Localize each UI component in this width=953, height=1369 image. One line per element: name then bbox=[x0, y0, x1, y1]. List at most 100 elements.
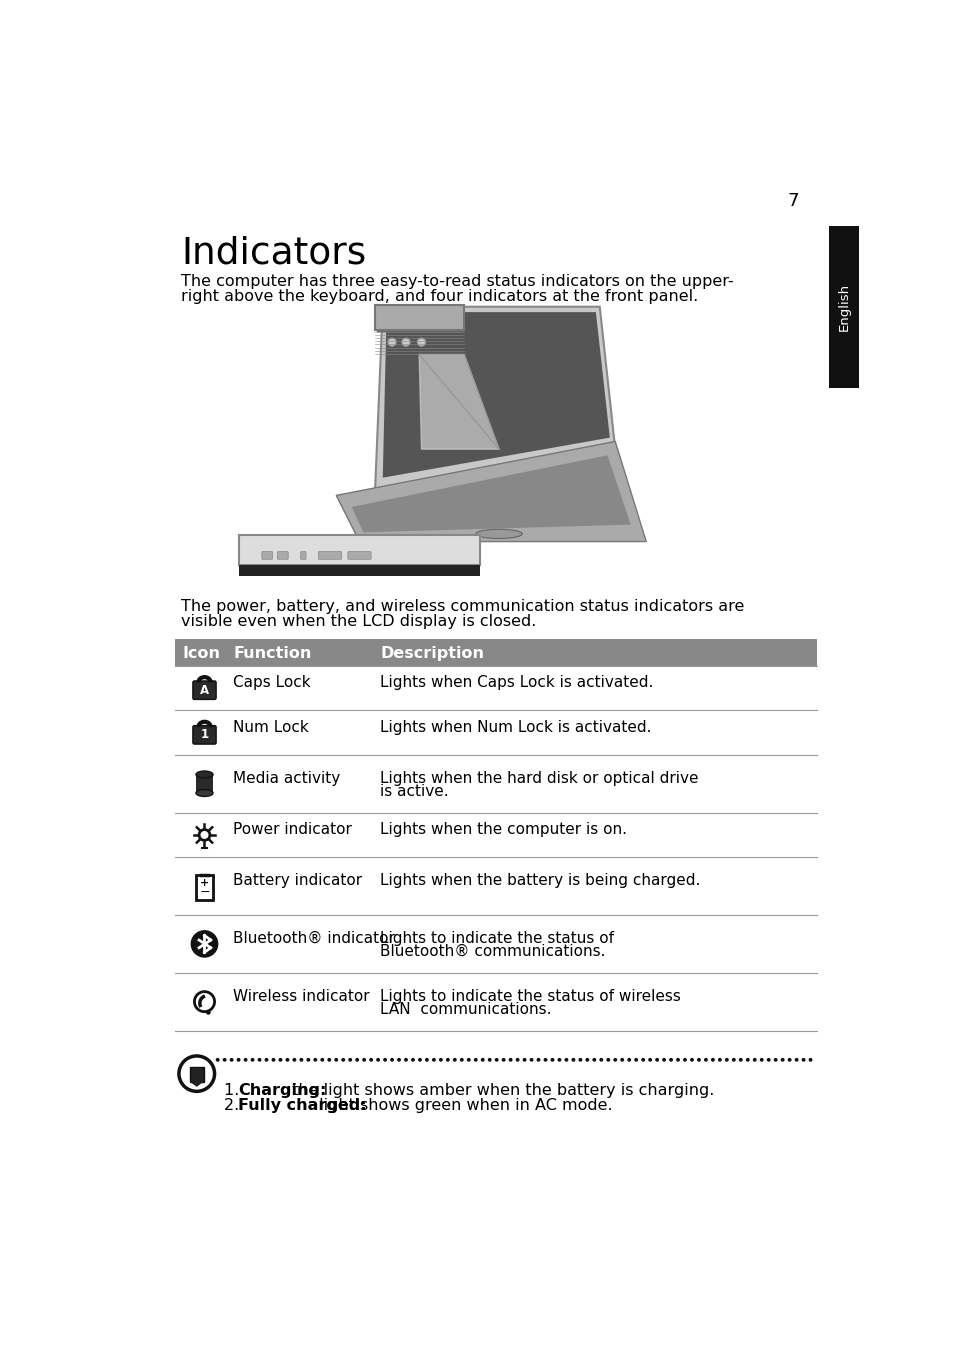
Circle shape bbox=[640, 1058, 644, 1062]
Text: Bluetooth® communications.: Bluetooth® communications. bbox=[380, 945, 605, 960]
Circle shape bbox=[780, 1058, 783, 1062]
Circle shape bbox=[536, 1058, 540, 1062]
Circle shape bbox=[243, 1058, 247, 1062]
Circle shape bbox=[264, 1058, 268, 1062]
Circle shape bbox=[293, 1058, 296, 1062]
Circle shape bbox=[278, 1058, 282, 1062]
Bar bbox=[828, 226, 858, 387]
Circle shape bbox=[192, 931, 217, 957]
FancyBboxPatch shape bbox=[239, 535, 479, 564]
Circle shape bbox=[676, 1058, 679, 1062]
Circle shape bbox=[438, 1058, 442, 1062]
Text: Caps Lock: Caps Lock bbox=[233, 675, 311, 690]
Text: Lights when Caps Lock is activated.: Lights when Caps Lock is activated. bbox=[380, 675, 653, 690]
Polygon shape bbox=[191, 1082, 203, 1086]
Circle shape bbox=[327, 1058, 331, 1062]
Ellipse shape bbox=[417, 338, 425, 346]
Text: Charging:: Charging: bbox=[237, 1083, 326, 1098]
Circle shape bbox=[334, 1058, 337, 1062]
Text: Function: Function bbox=[233, 646, 312, 661]
Circle shape bbox=[348, 1058, 352, 1062]
Circle shape bbox=[495, 1058, 498, 1062]
Text: Lights when Num Lock is activated.: Lights when Num Lock is activated. bbox=[380, 720, 651, 735]
Circle shape bbox=[794, 1058, 798, 1062]
Text: Media activity: Media activity bbox=[233, 771, 340, 786]
Circle shape bbox=[257, 1058, 261, 1062]
Circle shape bbox=[718, 1058, 721, 1062]
Bar bbox=[174, 639, 816, 665]
Ellipse shape bbox=[195, 790, 213, 797]
Circle shape bbox=[396, 1058, 400, 1062]
Circle shape bbox=[522, 1058, 526, 1062]
Circle shape bbox=[299, 1058, 303, 1062]
Text: The power, battery, and wireless communication status indicators are: The power, battery, and wireless communi… bbox=[181, 600, 744, 615]
Circle shape bbox=[341, 1058, 345, 1062]
Text: Description: Description bbox=[380, 646, 484, 661]
Circle shape bbox=[508, 1058, 512, 1062]
Circle shape bbox=[272, 1058, 275, 1062]
Ellipse shape bbox=[428, 318, 436, 323]
Circle shape bbox=[362, 1058, 366, 1062]
Text: Lights to indicate the status of: Lights to indicate the status of bbox=[380, 931, 614, 946]
FancyBboxPatch shape bbox=[190, 1066, 204, 1082]
Text: the light shows amber when the battery is charging.: the light shows amber when the battery i… bbox=[286, 1083, 713, 1098]
Circle shape bbox=[474, 1058, 477, 1062]
Circle shape bbox=[230, 1058, 233, 1062]
Circle shape bbox=[668, 1058, 672, 1062]
Circle shape bbox=[598, 1058, 602, 1062]
Circle shape bbox=[466, 1058, 470, 1062]
Circle shape bbox=[206, 1010, 211, 1014]
Circle shape bbox=[759, 1058, 762, 1062]
Text: Fully charged:: Fully charged: bbox=[237, 1098, 366, 1113]
Circle shape bbox=[516, 1058, 519, 1062]
Circle shape bbox=[236, 1058, 240, 1062]
Circle shape bbox=[703, 1058, 707, 1062]
Text: Num Lock: Num Lock bbox=[233, 720, 309, 735]
Bar bbox=[239, 564, 479, 576]
Text: 1.: 1. bbox=[224, 1083, 244, 1098]
Ellipse shape bbox=[195, 771, 213, 778]
Circle shape bbox=[306, 1058, 310, 1062]
Circle shape bbox=[592, 1058, 596, 1062]
Text: Wireless indicator: Wireless indicator bbox=[233, 988, 370, 1003]
Text: 2.: 2. bbox=[224, 1098, 244, 1113]
Circle shape bbox=[501, 1058, 505, 1062]
Circle shape bbox=[369, 1058, 373, 1062]
Text: is active.: is active. bbox=[380, 784, 449, 799]
Circle shape bbox=[529, 1058, 533, 1062]
Circle shape bbox=[404, 1058, 408, 1062]
Circle shape bbox=[285, 1058, 289, 1062]
Text: Power indicator: Power indicator bbox=[233, 821, 352, 836]
Text: Lights when the hard disk or optical drive: Lights when the hard disk or optical dri… bbox=[380, 771, 699, 786]
Circle shape bbox=[787, 1058, 791, 1062]
Circle shape bbox=[766, 1058, 770, 1062]
Circle shape bbox=[564, 1058, 568, 1062]
Text: LAN  communications.: LAN communications. bbox=[380, 1002, 552, 1017]
Circle shape bbox=[697, 1058, 700, 1062]
Text: Lights when the battery is being charged.: Lights when the battery is being charged… bbox=[380, 873, 700, 888]
Circle shape bbox=[432, 1058, 436, 1062]
Text: visible even when the LCD display is closed.: visible even when the LCD display is clo… bbox=[181, 613, 536, 628]
Circle shape bbox=[215, 1058, 219, 1062]
Text: +: + bbox=[200, 878, 209, 888]
Circle shape bbox=[773, 1058, 777, 1062]
Circle shape bbox=[647, 1058, 652, 1062]
Circle shape bbox=[655, 1058, 659, 1062]
Text: Battery indicator: Battery indicator bbox=[233, 873, 362, 888]
FancyBboxPatch shape bbox=[375, 305, 464, 330]
Circle shape bbox=[682, 1058, 686, 1062]
Circle shape bbox=[571, 1058, 575, 1062]
Circle shape bbox=[627, 1058, 631, 1062]
Circle shape bbox=[557, 1058, 560, 1062]
Circle shape bbox=[313, 1058, 317, 1062]
Text: Lights when the computer is on.: Lights when the computer is on. bbox=[380, 821, 627, 836]
Circle shape bbox=[738, 1058, 742, 1062]
Circle shape bbox=[390, 1058, 394, 1062]
Circle shape bbox=[222, 1058, 227, 1062]
Circle shape bbox=[606, 1058, 610, 1062]
Circle shape bbox=[375, 1058, 379, 1062]
Text: Bluetooth® indicator: Bluetooth® indicator bbox=[233, 931, 395, 946]
Ellipse shape bbox=[402, 338, 410, 346]
Text: Indicators: Indicators bbox=[181, 235, 366, 271]
FancyBboxPatch shape bbox=[261, 552, 273, 560]
